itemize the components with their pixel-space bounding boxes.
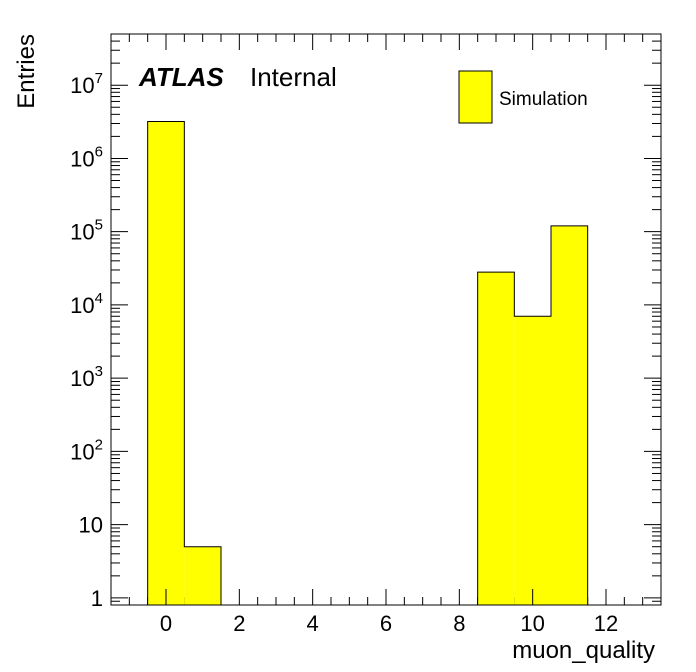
- x-tick-label: 6: [380, 611, 392, 636]
- atlas-label: ATLAS Internal: [138, 62, 337, 92]
- y-axis-title: Entries: [13, 34, 40, 109]
- histogram-bars: [147, 120, 589, 606]
- y-tick-label: 1: [91, 586, 103, 611]
- x-tick-label: 4: [307, 611, 319, 636]
- atlas-label-internal: Internal: [250, 62, 337, 92]
- major-ticks: [111, 34, 661, 605]
- x-tick-label: 8: [453, 611, 465, 636]
- x-axis-title: muon_quality: [512, 637, 655, 664]
- y-tick-label: 105: [70, 217, 103, 245]
- legend-label: Simulation: [499, 89, 588, 110]
- atlas-label-bold: ATLAS: [138, 62, 224, 92]
- histogram-bar: [551, 225, 588, 605]
- x-tick-label: 10: [520, 611, 544, 636]
- legend: Simulation: [458, 70, 588, 124]
- x-tick-label: 12: [594, 611, 618, 636]
- y-tick-label: 103: [70, 363, 103, 391]
- histogram-bar: [514, 316, 551, 605]
- minor-ticks: [110, 33, 662, 606]
- y-tick-label: 107: [70, 70, 103, 98]
- y-tick-label: 106: [70, 143, 103, 171]
- y-tick-label: 104: [70, 290, 103, 318]
- histogram-bar: [184, 546, 221, 605]
- x-tick-label: 2: [233, 611, 245, 636]
- x-tick-labels: 0 2 4 6 8 10 12: [160, 611, 618, 636]
- y-tick-label: 102: [70, 436, 103, 464]
- x-tick-label: 0: [160, 611, 172, 636]
- y-tick-label: 10: [79, 513, 103, 538]
- histogram-bar: [477, 272, 515, 605]
- histogram-bar: [147, 121, 185, 605]
- y-tick-labels: 1 10 102 103 104 105 106 107: [70, 70, 103, 611]
- legend-swatch: [458, 70, 493, 124]
